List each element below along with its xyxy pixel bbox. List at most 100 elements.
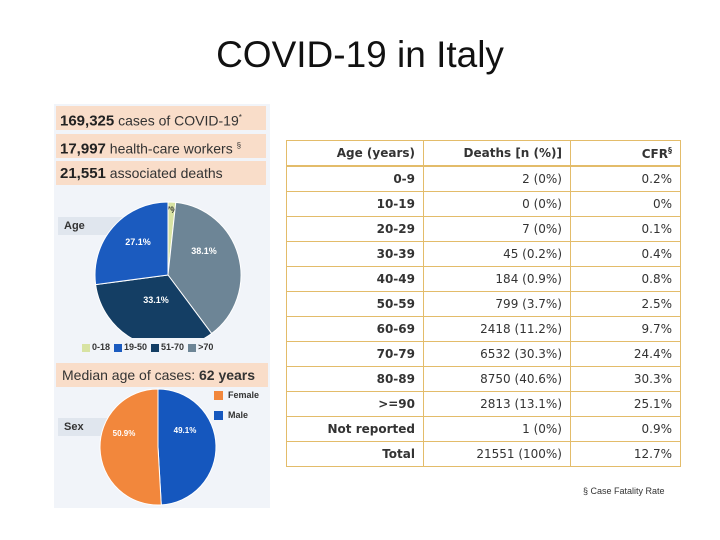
cell-cfr: 9.7% [570,316,680,342]
table-row: 80-89 8750 (40.6%) 30.3% [287,366,680,392]
table-row: 0-9 2 (0%) 0.2% [287,166,680,192]
cell-deaths: 2813 (13.1%) [423,391,571,417]
table-row: 70-79 6532 (30.3%) 24.4% [287,341,680,367]
cell-cfr: 0.1% [570,216,680,242]
age-slice-51-70 [95,274,213,338]
cell-age: 10-19 [287,191,424,217]
cell-age: 0-9 [287,166,424,192]
cell-age: 70-79 [287,341,424,367]
age-tag: Age [58,217,126,235]
cell-cfr: 0.9% [570,416,680,442]
legend-label: >70 [198,342,214,352]
legend-item-over-70: >70 [188,342,213,352]
table-row: Total 21551 (100%) 12.7% [287,441,680,466]
cell-deaths: 45 (0.2%) [423,241,571,267]
table-row: 20-29 7 (0%) 0.1% [287,216,680,242]
header-cfr: CFR§ [570,141,680,167]
cell-cfr: 0% [570,191,680,217]
cell-age: 30-39 [287,241,424,267]
legend-swatch-icon [214,411,223,421]
sex-slice-label: 50.9% [113,429,136,438]
age-legend: 0-18 19-50 51-70 >70 [82,342,213,352]
cell-deaths: 7 (0%) [423,216,571,242]
cell-cfr: 12.7% [633,447,672,461]
legend-label: 51-70 [161,342,185,352]
age-slice-label: 33.1% [143,295,169,305]
cell-age: >=90 [287,391,424,417]
stat-health-workers-text: health-care workers [109,140,233,157]
cell-age: 60-69 [287,316,424,342]
table-row: 50-59 799 (3.7%) 2.5% [287,291,680,317]
age-pie-chart: 1.7%38.1%33.1%27.1% [94,201,242,338]
age-slice-label: 38.1% [191,246,217,256]
table-row: 60-69 2418 (11.2%) 9.7% [287,316,680,342]
stat-cases-text: cases of COVID-19 [118,112,239,129]
sex-slice-label: 49.1% [174,426,197,435]
legend-item-51-70: 51-70 [151,342,184,352]
stat-cases-value: 169,325 [60,112,115,130]
legend-item-female: Female [214,390,260,401]
table-row: Not reported 1 (0%) 0.9% [287,416,680,442]
median-age-label: Median age of cases: [62,367,196,383]
legend-swatch-icon [214,391,223,401]
header-cfr-label: CFR [641,146,668,161]
legend-label: 0-18 [92,342,111,352]
slide-title: COVID-19 in Italy [216,34,504,75]
legend-item-19-50: 19-50 [114,342,147,352]
cell-cfr: 24.4% [570,341,680,367]
cell-age: 20-29 [287,216,424,242]
cell-deaths: 1 (0%) [423,416,571,442]
cell-cfr: 0.4% [570,241,680,267]
cell-age: 50-59 [287,291,424,317]
cell-cfr: 0.2% [570,166,680,192]
cell-deaths: 799 (3.7%) [423,291,571,317]
table-header-row: Age (years) Deaths [n (%)] CFR§ [287,141,680,167]
legend-label: Male [228,410,249,420]
header-age: Age (years) [287,141,424,167]
header-cfr-mark: § [668,145,672,155]
cell-cfr: 25.1% [570,391,680,417]
sex-slice-female [99,388,162,506]
header-deaths: Deaths [n (%)] [423,141,571,167]
legend-item-male: Male [214,410,249,421]
stat-health-workers-mark: § [236,141,242,150]
legend-item-0-18: 0-18 [82,342,110,352]
cell-cfr: 30.3% [570,366,680,392]
cell-deaths: 184 (0.9%) [423,266,571,292]
stat-cases-mark: * [238,113,242,122]
footnote: § Case Fatality Rate [583,486,665,496]
legend-swatch-icon [82,343,90,352]
cell-deaths: 2418 (11.2%) [423,316,571,342]
stat-deaths: 21,551 associated deaths [56,161,266,185]
table-row: 30-39 45 (0.2%) 0.4% [287,241,680,267]
cell-deaths: 0 (0%) [423,191,571,217]
cell-deaths: 2 (0%) [423,166,571,192]
table-row: 10-19 0 (0%) 0% [287,191,680,217]
median-age: Median age of cases: 62 years [56,363,268,387]
cell-deaths: 8750 (40.6%) [423,366,571,392]
age-slice->70 [167,201,242,335]
legend-swatch-icon [114,343,123,352]
cell-cfr: 2.5% [570,291,680,317]
infographic-panel: 169,325 cases of COVID-19* 17,997 health… [54,104,270,508]
stat-deaths-value: 21,551 [60,165,106,182]
median-age-value: 62 years [198,367,256,383]
cell-age: Not reported [287,416,424,442]
legend-label: 19-50 [124,342,148,352]
cell-cfr: 0.8% [570,266,680,292]
table-row: 40-49 184 (0.9%) 0.8% [287,266,680,292]
stat-health-workers-value: 17,997 [60,140,106,158]
sex-slice-male [157,388,217,506]
cell-age: 40-49 [287,266,424,292]
sex-pie-chart: 49.1% 50.9% [99,388,217,506]
legend-swatch-icon [188,343,197,352]
legend-label: Female [228,390,260,400]
stat-health-workers: 17,997 health-care workers § [56,134,266,158]
stat-cases: 169,325 cases of COVID-19* [56,106,266,130]
cell-age: 80-89 [287,366,424,392]
table-row: >=90 2813 (13.1%) 25.1% [287,391,680,417]
deaths-table: Age (years) Deaths [n (%)] CFR§ 0-9 2 (0%… [286,140,681,467]
age-slice-label: 27.1% [125,237,151,247]
cell-deaths: 6532 (30.3%) [423,341,571,367]
legend-swatch-icon [151,343,160,352]
